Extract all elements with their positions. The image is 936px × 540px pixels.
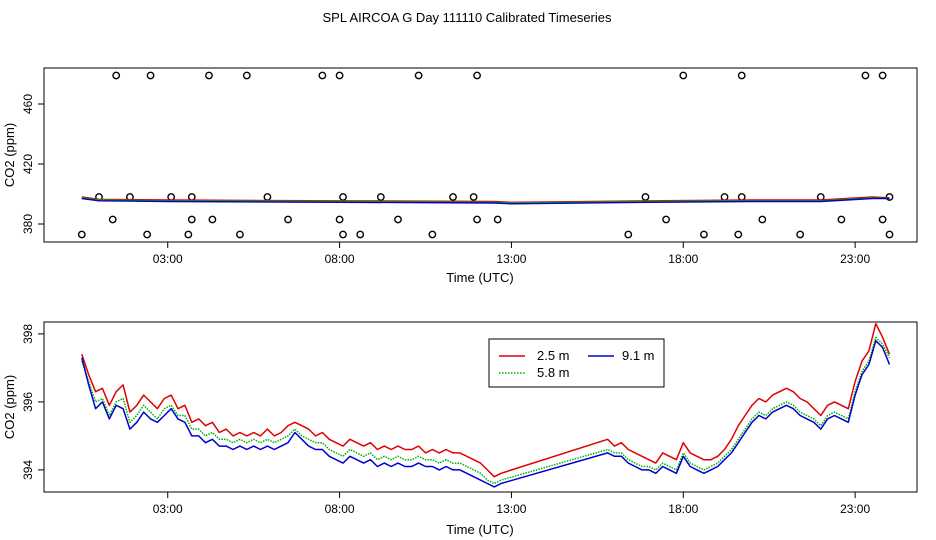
legend-label-9-1m: 9.1 m	[622, 348, 655, 363]
top-data-point	[837, 215, 846, 224]
top-data-point	[284, 215, 292, 224]
top-y-tick-label: 380	[21, 214, 35, 234]
top-data-point	[662, 215, 670, 224]
top-data-point	[205, 71, 213, 80]
top-x-tick-label: 08:00	[325, 252, 355, 266]
top-data-point	[796, 230, 805, 239]
top-plot-frame	[43, 67, 918, 243]
top-data-point	[737, 193, 746, 201]
legend-box	[488, 338, 665, 388]
top-data-point	[339, 193, 347, 201]
bottom-plot-frame	[43, 321, 918, 493]
top-x-tick-label: 03:00	[153, 252, 183, 266]
bottom-x-axis-label: Time (UTC)	[446, 522, 513, 537]
top-data-point	[758, 215, 767, 224]
top-data-point	[394, 215, 402, 224]
bottom-series-line-2-5-m	[81, 322, 891, 478]
top-data-point	[469, 193, 478, 201]
top-data-point	[885, 230, 894, 239]
top-y-axis-label: CO2 (ppm)	[2, 123, 17, 187]
top-data-point	[108, 215, 117, 224]
top-data-point	[318, 71, 327, 80]
top-data-point	[187, 193, 196, 201]
top-data-point	[236, 230, 244, 239]
bottom-series-line-9-1-m	[81, 339, 891, 488]
top-data-point	[878, 215, 887, 224]
top-data-point	[737, 71, 746, 80]
top-data-point	[449, 193, 457, 201]
top-data-point	[428, 230, 437, 239]
top-x-tick-label: 23:00	[840, 252, 870, 266]
top-data-point	[143, 230, 152, 239]
bottom-panel: 03:00 08:00 13:00 18:00 23:00 394 396 398 Time…	[2, 321, 918, 537]
top-data-point	[112, 71, 121, 80]
bottom-y-tick-label: 398	[21, 324, 35, 344]
top-data-point	[679, 71, 688, 80]
bottom-x-tick-label: 08:00	[325, 502, 355, 516]
top-data-point	[146, 71, 155, 80]
top-data-point	[734, 230, 743, 239]
bottom-x-axis: 03:00 08:00 13:00 18:00 23:00	[153, 492, 870, 516]
top-data-point	[624, 230, 633, 239]
bottom-x-tick-label: 13:00	[496, 502, 526, 516]
top-y-tick-label: 420	[21, 154, 35, 174]
top-x-tick-label: 13:00	[496, 252, 526, 266]
top-x-axis: 03:00 08:00 13:00 18:00 23:00	[153, 242, 870, 266]
top-data-point	[187, 215, 196, 224]
top-line-layer	[81, 196, 890, 205]
legend: 2.5 m 9.1 m 5.8 m	[488, 338, 665, 388]
top-data-point	[77, 230, 86, 239]
top-data-point	[641, 193, 650, 201]
top-data-point	[720, 193, 729, 201]
top-data-point	[335, 215, 344, 224]
top-data-point	[861, 71, 870, 80]
bottom-line-layer	[81, 322, 891, 488]
legend-label-5-8m: 5.8 m	[537, 365, 570, 380]
legend-label-2-5m: 2.5 m	[537, 348, 570, 363]
bottom-x-tick-label: 23:00	[840, 502, 870, 516]
bottom-series-line-5-8-m	[81, 336, 891, 485]
top-data-point	[878, 71, 887, 80]
top-series-line-9-1-m	[81, 197, 890, 205]
top-y-tick-label: 460	[21, 94, 35, 114]
top-data-point	[208, 215, 217, 224]
top-data-point	[242, 71, 251, 80]
top-x-tick-label: 18:00	[668, 252, 698, 266]
bottom-y-axis: 394 396 398	[21, 324, 44, 480]
top-panel: 03:00 08:00 13:00 18:00 23:00 380 420 460 Time…	[2, 67, 918, 285]
top-data-point	[376, 193, 385, 201]
top-data-point	[339, 230, 347, 239]
top-data-point	[414, 71, 423, 80]
top-y-axis: 380 420 460	[21, 94, 44, 234]
figure-title: SPL AIRCOA G Day 111110 Calibrated Times…	[322, 10, 612, 25]
bottom-x-tick-label: 18:00	[668, 502, 698, 516]
bottom-y-axis-label: CO2 (ppm)	[2, 375, 17, 439]
top-data-point	[263, 193, 272, 201]
top-data-point	[335, 71, 344, 80]
bottom-x-tick-label: 03:00	[153, 502, 183, 516]
top-data-point	[167, 193, 176, 201]
top-data-point	[473, 71, 481, 80]
top-x-axis-label: Time (UTC)	[446, 270, 513, 285]
top-data-point	[473, 215, 481, 224]
top-point-layer	[77, 71, 894, 239]
top-data-point	[356, 230, 365, 239]
bottom-y-tick-label: 396	[21, 392, 35, 412]
top-data-point	[700, 230, 708, 239]
top-data-point	[493, 215, 502, 224]
bottom-y-tick-label: 394	[21, 460, 35, 480]
top-data-point	[184, 230, 193, 239]
